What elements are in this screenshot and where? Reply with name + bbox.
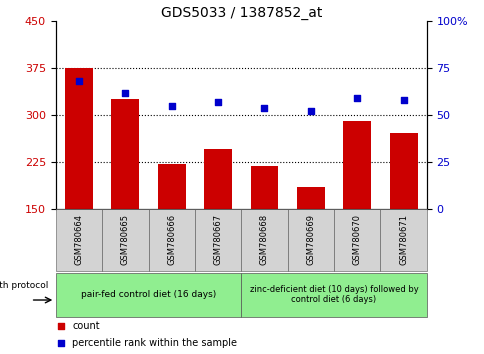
Text: percentile rank within the sample: percentile rank within the sample: [72, 338, 237, 348]
Bar: [379, 209, 426, 271]
Bar: [241, 273, 426, 317]
Point: [260, 105, 268, 110]
Text: count: count: [72, 321, 100, 331]
Bar: [195, 209, 241, 271]
Point: [353, 95, 361, 101]
Bar: [102, 209, 148, 271]
Text: GSM780665: GSM780665: [121, 214, 130, 266]
Point: [399, 97, 407, 103]
Text: pair-fed control diet (16 days): pair-fed control diet (16 days): [81, 290, 216, 299]
Bar: [148, 209, 195, 271]
Text: GSM780670: GSM780670: [352, 214, 361, 266]
Bar: [250, 166, 278, 209]
Bar: [241, 209, 287, 271]
Point: [306, 108, 314, 114]
Bar: [287, 209, 333, 271]
Bar: [204, 149, 231, 209]
Bar: [389, 132, 417, 209]
Point: [287, 105, 295, 110]
Bar: [333, 209, 379, 271]
Point: [214, 99, 222, 105]
Text: GSM780667: GSM780667: [213, 214, 222, 266]
Point: [121, 90, 129, 95]
Bar: [111, 99, 139, 209]
Point: [75, 79, 83, 84]
Title: GDS5033 / 1387852_at: GDS5033 / 1387852_at: [160, 6, 321, 20]
Text: GSM780671: GSM780671: [398, 214, 407, 266]
Text: GSM780664: GSM780664: [75, 214, 83, 266]
Bar: [296, 187, 324, 209]
Bar: [56, 273, 241, 317]
Text: GSM780666: GSM780666: [167, 214, 176, 266]
Point: [287, 266, 295, 271]
Bar: [56, 209, 102, 271]
Bar: [157, 164, 185, 209]
Text: GSM780668: GSM780668: [259, 214, 269, 266]
Bar: [65, 68, 93, 209]
Text: zinc-deficient diet (10 days) followed by
control diet (6 days): zinc-deficient diet (10 days) followed b…: [249, 285, 418, 304]
Text: growth protocol: growth protocol: [0, 281, 48, 290]
Bar: [343, 121, 370, 209]
Point: [167, 103, 175, 108]
Text: GSM780669: GSM780669: [306, 214, 315, 266]
